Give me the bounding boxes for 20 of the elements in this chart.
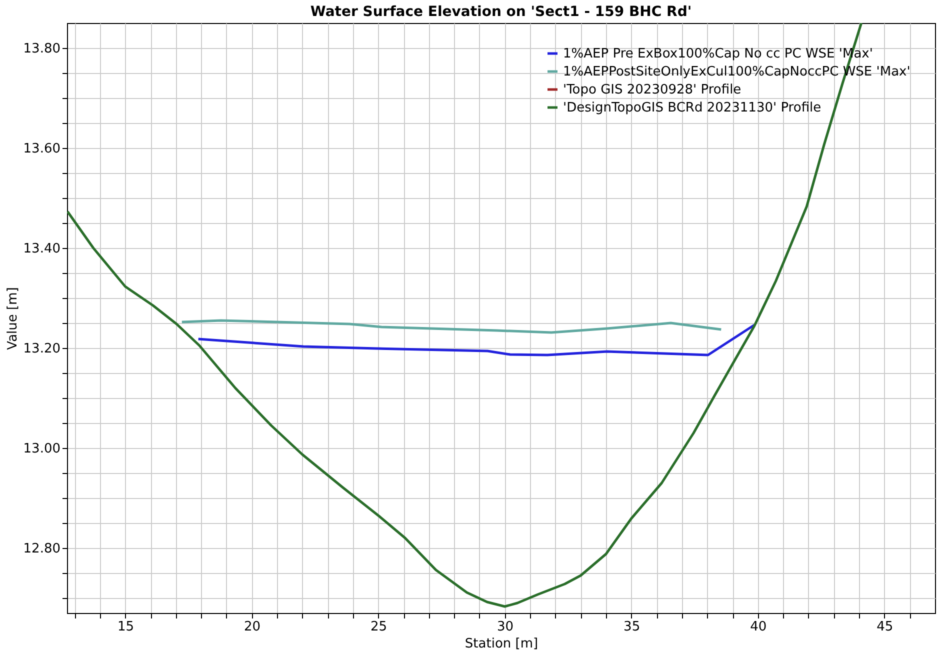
y-axis-title: Value [m] <box>5 287 20 350</box>
line-series <box>180 319 722 334</box>
x-tick-label: 30 <box>497 620 514 634</box>
y-tick-label: 13.00 <box>23 442 60 456</box>
x-tick-label: 15 <box>117 620 134 634</box>
x-tick-label: 25 <box>370 620 388 634</box>
x-tick-label: 20 <box>244 620 261 634</box>
line-series <box>197 324 756 356</box>
y-tick-label: 13.20 <box>23 342 60 356</box>
legend-label: 'DesignTopoGIS BCRd 20231130' Profile <box>563 100 822 116</box>
chart-title: Water Surface Elevation on 'Sect1 - 159 BHC Rd' <box>310 4 692 20</box>
x-tick-label: 40 <box>750 620 767 634</box>
y-tick-label: 13.80 <box>23 42 60 56</box>
y-tick-label: 12.80 <box>23 542 60 556</box>
y-tick-label: 13.60 <box>23 142 60 156</box>
y-tick-label: 13.40 <box>23 242 60 256</box>
x-axis-title: Station [m] <box>464 636 538 652</box>
x-tick-label: 35 <box>624 620 640 634</box>
x-tick-label: 45 <box>876 620 894 634</box>
legend-label: 'Topo GIS 20230928' Profile <box>563 82 742 98</box>
